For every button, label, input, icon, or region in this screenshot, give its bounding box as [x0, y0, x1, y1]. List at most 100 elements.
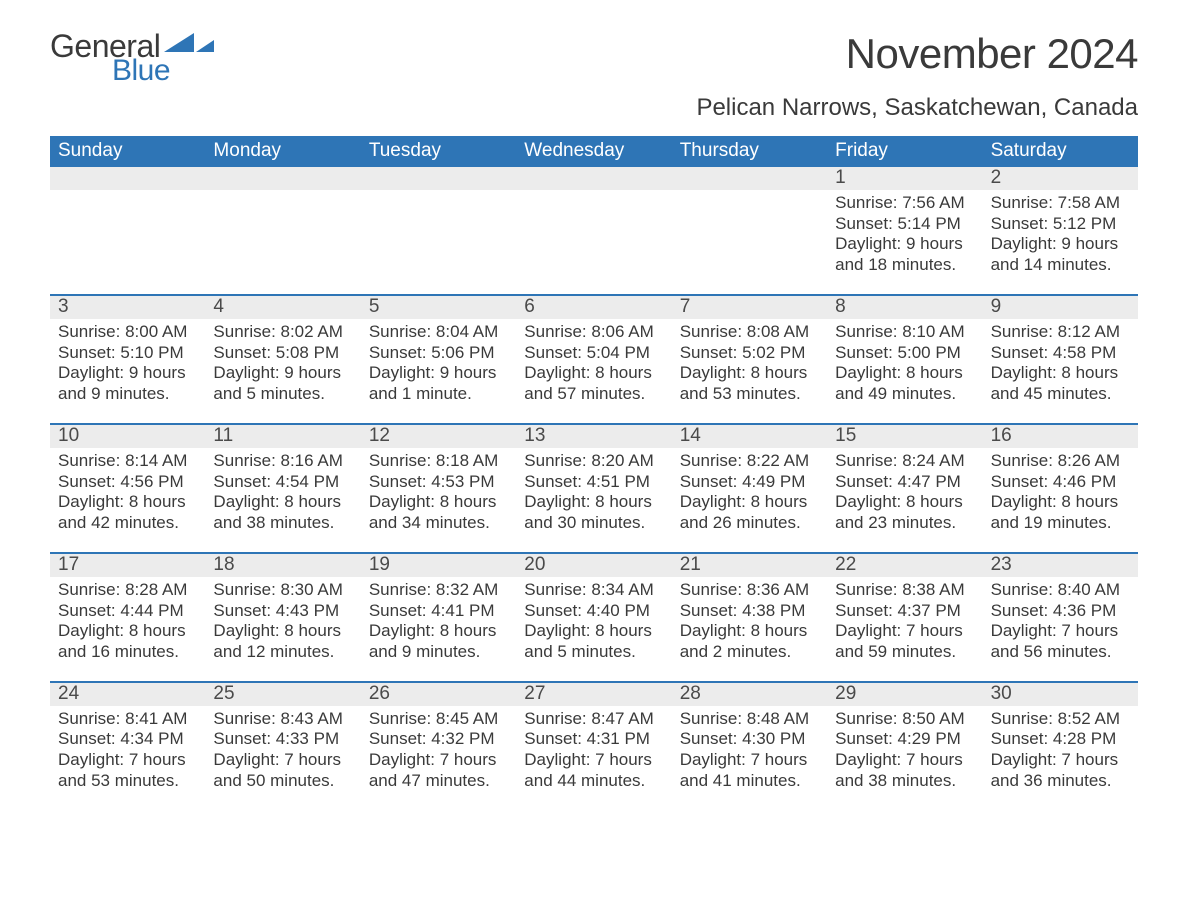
daylight-text: Daylight: 8 hours and 45 minutes. — [991, 363, 1130, 404]
day-number: 26 — [361, 683, 516, 706]
sunrise-text: Sunrise: 8:52 AM — [991, 709, 1130, 730]
sunset-text: Sunset: 4:28 PM — [991, 729, 1130, 750]
sunrise-text: Sunrise: 8:06 AM — [524, 322, 663, 343]
sunset-text: Sunset: 4:33 PM — [213, 729, 352, 750]
day-cell: Sunrise: 8:10 AMSunset: 5:00 PMDaylight:… — [827, 319, 982, 423]
day-number: 11 — [205, 425, 360, 448]
day-number: 25 — [205, 683, 360, 706]
sunrise-text: Sunrise: 8:50 AM — [835, 709, 974, 730]
daylight-text: Daylight: 8 hours and 16 minutes. — [58, 621, 197, 662]
weekday-label: Tuesday — [361, 136, 516, 167]
day-cell: Sunrise: 8:14 AMSunset: 4:56 PMDaylight:… — [50, 448, 205, 552]
sunset-text: Sunset: 4:41 PM — [369, 601, 508, 622]
daylight-text: Daylight: 7 hours and 38 minutes. — [835, 750, 974, 791]
weekday-label: Monday — [205, 136, 360, 167]
day-number: 17 — [50, 554, 205, 577]
sunrise-text: Sunrise: 8:32 AM — [369, 580, 508, 601]
sunrise-text: Sunrise: 8:02 AM — [213, 322, 352, 343]
sunrise-text: Sunrise: 8:14 AM — [58, 451, 197, 472]
sunset-text: Sunset: 4:34 PM — [58, 729, 197, 750]
day-number: 19 — [361, 554, 516, 577]
day-number: 24 — [50, 683, 205, 706]
logo-text-blue: Blue — [112, 56, 214, 86]
weekday-label: Wednesday — [516, 136, 671, 167]
day-cell: Sunrise: 8:34 AMSunset: 4:40 PMDaylight:… — [516, 577, 671, 681]
daylight-text: Daylight: 8 hours and 5 minutes. — [524, 621, 663, 662]
daylight-text: Daylight: 7 hours and 56 minutes. — [991, 621, 1130, 662]
daylight-text: Daylight: 8 hours and 26 minutes. — [680, 492, 819, 533]
day-cell: Sunrise: 7:58 AMSunset: 5:12 PMDaylight:… — [983, 190, 1138, 294]
sunset-text: Sunset: 4:56 PM — [58, 472, 197, 493]
day-number: 22 — [827, 554, 982, 577]
sunset-text: Sunset: 4:36 PM — [991, 601, 1130, 622]
daylight-text: Daylight: 9 hours and 5 minutes. — [213, 363, 352, 404]
sunrise-text: Sunrise: 8:10 AM — [835, 322, 974, 343]
daylight-text: Daylight: 8 hours and 30 minutes. — [524, 492, 663, 533]
sunset-text: Sunset: 4:49 PM — [680, 472, 819, 493]
sunset-text: Sunset: 4:30 PM — [680, 729, 819, 750]
daynum-row: 12 — [50, 167, 1138, 190]
day-number: 15 — [827, 425, 982, 448]
calendar-week: 10111213141516Sunrise: 8:14 AMSunset: 4:… — [50, 423, 1138, 552]
weekday-label: Thursday — [672, 136, 827, 167]
daylight-text: Daylight: 8 hours and 9 minutes. — [369, 621, 508, 662]
weekday-label: Sunday — [50, 136, 205, 167]
day-cell: Sunrise: 8:08 AMSunset: 5:02 PMDaylight:… — [672, 319, 827, 423]
sunrise-text: Sunrise: 8:47 AM — [524, 709, 663, 730]
daylight-text: Daylight: 9 hours and 9 minutes. — [58, 363, 197, 404]
daylight-text: Daylight: 8 hours and 23 minutes. — [835, 492, 974, 533]
daylight-text: Daylight: 9 hours and 14 minutes. — [991, 234, 1130, 275]
day-number: 23 — [983, 554, 1138, 577]
day-number: 28 — [672, 683, 827, 706]
page-title: November 2024 — [696, 30, 1138, 78]
day-number: 18 — [205, 554, 360, 577]
sunrise-text: Sunrise: 8:04 AM — [369, 322, 508, 343]
day-cell: Sunrise: 8:12 AMSunset: 4:58 PMDaylight:… — [983, 319, 1138, 423]
sunrise-text: Sunrise: 7:58 AM — [991, 193, 1130, 214]
sunrise-text: Sunrise: 8:28 AM — [58, 580, 197, 601]
weekday-header-row: SundayMondayTuesdayWednesdayThursdayFrid… — [50, 136, 1138, 167]
day-cell: Sunrise: 8:22 AMSunset: 4:49 PMDaylight:… — [672, 448, 827, 552]
sunset-text: Sunset: 4:31 PM — [524, 729, 663, 750]
sunset-text: Sunset: 5:06 PM — [369, 343, 508, 364]
sunrise-text: Sunrise: 8:43 AM — [213, 709, 352, 730]
sunset-text: Sunset: 4:29 PM — [835, 729, 974, 750]
sunset-text: Sunset: 5:04 PM — [524, 343, 663, 364]
day-cell: Sunrise: 8:30 AMSunset: 4:43 PMDaylight:… — [205, 577, 360, 681]
day-number: 20 — [516, 554, 671, 577]
day-cell: Sunrise: 8:52 AMSunset: 4:28 PMDaylight:… — [983, 706, 1138, 810]
day-number: 29 — [827, 683, 982, 706]
day-number: 21 — [672, 554, 827, 577]
daylight-text: Daylight: 8 hours and 42 minutes. — [58, 492, 197, 533]
day-number: 3 — [50, 296, 205, 319]
day-cell: Sunrise: 8:26 AMSunset: 4:46 PMDaylight:… — [983, 448, 1138, 552]
weekday-label: Friday — [827, 136, 982, 167]
day-cell: Sunrise: 8:36 AMSunset: 4:38 PMDaylight:… — [672, 577, 827, 681]
day-number: 5 — [361, 296, 516, 319]
daylight-text: Daylight: 7 hours and 44 minutes. — [524, 750, 663, 791]
day-cell: Sunrise: 8:43 AMSunset: 4:33 PMDaylight:… — [205, 706, 360, 810]
day-number — [205, 167, 360, 190]
day-cell: Sunrise: 8:40 AMSunset: 4:36 PMDaylight:… — [983, 577, 1138, 681]
sunset-text: Sunset: 4:53 PM — [369, 472, 508, 493]
day-cell: Sunrise: 8:00 AMSunset: 5:10 PMDaylight:… — [50, 319, 205, 423]
sunset-text: Sunset: 5:08 PM — [213, 343, 352, 364]
sunrise-text: Sunrise: 8:36 AM — [680, 580, 819, 601]
sunrise-text: Sunrise: 8:00 AM — [58, 322, 197, 343]
logo-triangle-icon — [164, 30, 214, 56]
daylight-text: Daylight: 8 hours and 34 minutes. — [369, 492, 508, 533]
day-cell: Sunrise: 8:47 AMSunset: 4:31 PMDaylight:… — [516, 706, 671, 810]
day-cell: Sunrise: 8:04 AMSunset: 5:06 PMDaylight:… — [361, 319, 516, 423]
sunrise-text: Sunrise: 8:41 AM — [58, 709, 197, 730]
day-cell — [50, 190, 205, 294]
day-cell: Sunrise: 8:48 AMSunset: 4:30 PMDaylight:… — [672, 706, 827, 810]
sunset-text: Sunset: 4:47 PM — [835, 472, 974, 493]
daylight-text: Daylight: 7 hours and 53 minutes. — [58, 750, 197, 791]
day-cell: Sunrise: 8:45 AMSunset: 4:32 PMDaylight:… — [361, 706, 516, 810]
daylight-text: Daylight: 7 hours and 36 minutes. — [991, 750, 1130, 791]
day-number: 13 — [516, 425, 671, 448]
sunset-text: Sunset: 4:51 PM — [524, 472, 663, 493]
day-cell: Sunrise: 8:16 AMSunset: 4:54 PMDaylight:… — [205, 448, 360, 552]
day-cell: Sunrise: 8:38 AMSunset: 4:37 PMDaylight:… — [827, 577, 982, 681]
sunrise-text: Sunrise: 8:12 AM — [991, 322, 1130, 343]
